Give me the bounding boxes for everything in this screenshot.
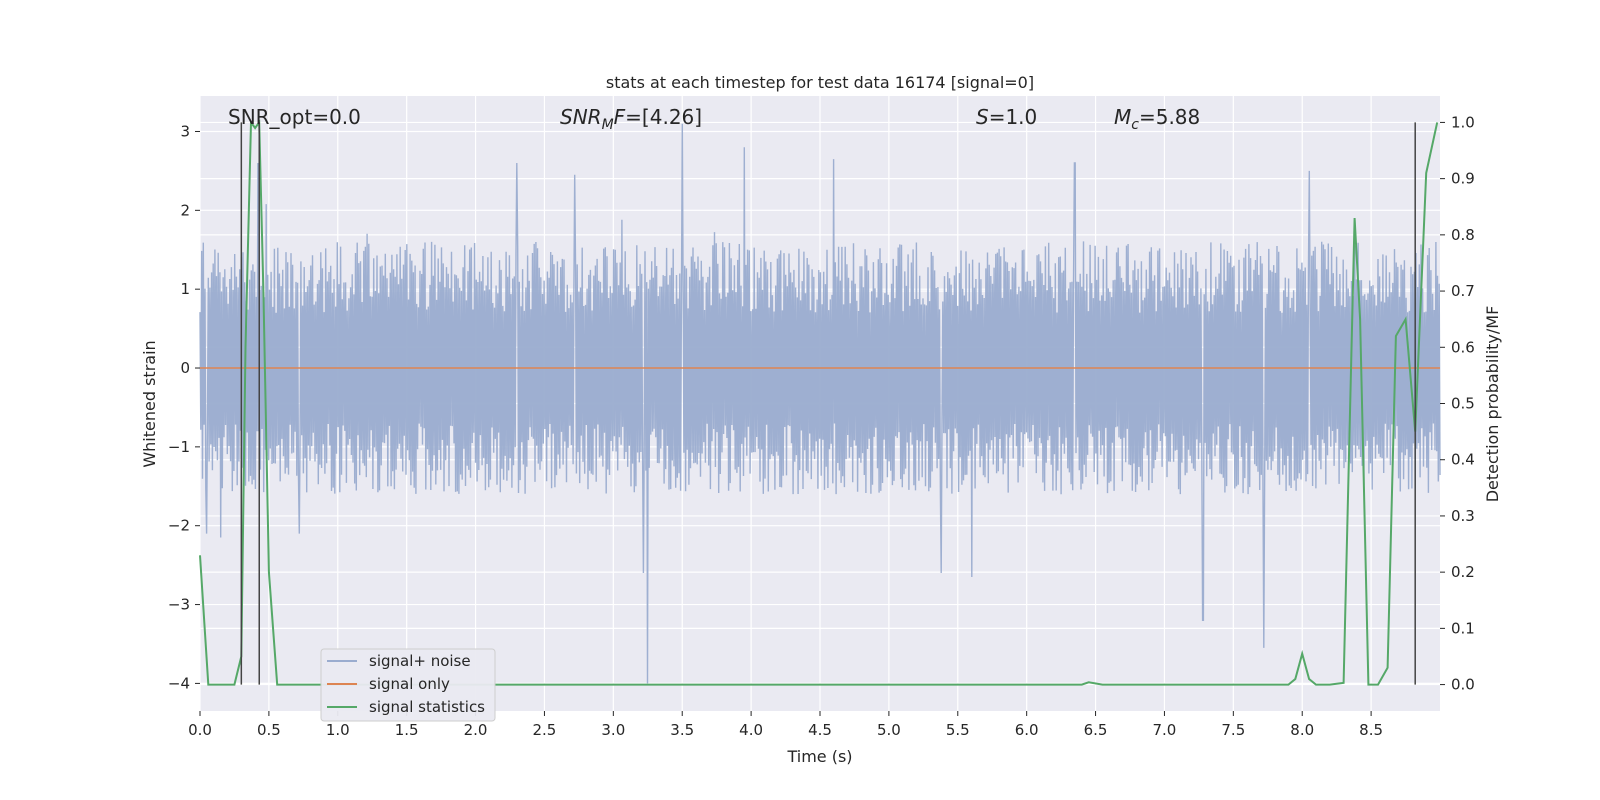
y-ticks-right: 1.0 0.9 0.8 0.7 0.6 0.5 0.4 0.3 0.2 0.1 0.0 [1440, 113, 1475, 694]
x-tick-label: 1.0 [326, 721, 350, 739]
y-right-tick-label: 0.8 [1451, 226, 1475, 244]
annotation-snr-mf: SNRMF=[4.26] [560, 105, 702, 133]
y-right-tick-label: 0.1 [1451, 619, 1475, 637]
chart-title: stats at each timestep for test data 161… [606, 73, 1034, 92]
y-tick-label: 0 [180, 359, 190, 377]
y-right-tick-label: 0.7 [1451, 282, 1475, 300]
y-axis-label: Whitened strain [140, 340, 159, 467]
x-tick-label: 0.0 [188, 721, 212, 739]
y-right-tick-label: 0.9 [1451, 170, 1475, 188]
x-tick-label: 3.5 [670, 721, 694, 739]
y-tick-label: −1 [168, 438, 190, 456]
x-tick-label: 5.0 [877, 721, 901, 739]
annotation-snr-opt: SNR_opt=0.0 [228, 105, 361, 129]
statistics-series [199, 119, 1439, 686]
x-tick-label: 2.0 [464, 721, 488, 739]
legend-label-signal: signal only [369, 675, 450, 693]
x-ticks: 0.0 0.5 1.0 1.5 2.0 2.5 3.0 3.5 4.0 4.5 5.0 5.5 6.0 6… [188, 711, 1383, 739]
x-tick-label: 4.0 [739, 721, 763, 739]
y-tick-label: 1 [180, 280, 190, 298]
legend: signal+ noise signal only signal statist… [320, 648, 496, 722]
annotation-s: S=1.0 [976, 105, 1037, 129]
y-right-tick-label: 0.2 [1451, 563, 1475, 581]
y-axis-label-right: Detection probability/MF [1483, 306, 1502, 503]
vertical-lines [240, 122, 1416, 685]
x-tick-label: 8.5 [1359, 721, 1383, 739]
y-right-tick-label: 0.4 [1451, 451, 1475, 469]
noise-series [199, 123, 1441, 684]
x-tick-label: 6.5 [1084, 721, 1108, 739]
x-tick-label: 3.0 [601, 721, 625, 739]
x-tick-label: 1.5 [395, 721, 419, 739]
y-right-tick-label: 0.0 [1451, 676, 1475, 694]
x-tick-label: 2.5 [533, 721, 557, 739]
legend-label-stats: signal statistics [369, 698, 485, 716]
y-tick-label: −3 [168, 596, 190, 614]
noise-line [199, 123, 1441, 684]
y-tick-label: 3 [180, 122, 190, 140]
statistics-line [199, 119, 1439, 686]
x-tick-label: 4.5 [808, 721, 832, 739]
x-tick-label: 5.5 [946, 721, 970, 739]
y-ticks-left: 3 2 1 0 −1 −2 −3 −4 [168, 122, 200, 692]
y-tick-label: 2 [180, 201, 190, 219]
y-right-tick-label: 0.6 [1451, 338, 1475, 356]
y-tick-label: −4 [168, 674, 190, 692]
y-right-tick-label: 0.5 [1451, 395, 1475, 413]
legend-label-noise: signal+ noise [369, 652, 471, 670]
x-tick-label: 6.0 [1015, 721, 1039, 739]
x-axis-label: Time (s) [786, 747, 852, 766]
y-tick-label: −2 [168, 517, 190, 535]
x-tick-label: 0.5 [257, 721, 281, 739]
x-tick-label: 8.0 [1290, 721, 1314, 739]
annotation-mc: Mc=5.88 [1114, 105, 1200, 133]
y-right-tick-label: 0.3 [1451, 507, 1475, 525]
x-tick-label: 7.5 [1221, 721, 1245, 739]
y-right-tick-label: 1.0 [1451, 113, 1475, 131]
x-tick-label: 7.0 [1153, 721, 1177, 739]
legend-box [320, 648, 496, 722]
